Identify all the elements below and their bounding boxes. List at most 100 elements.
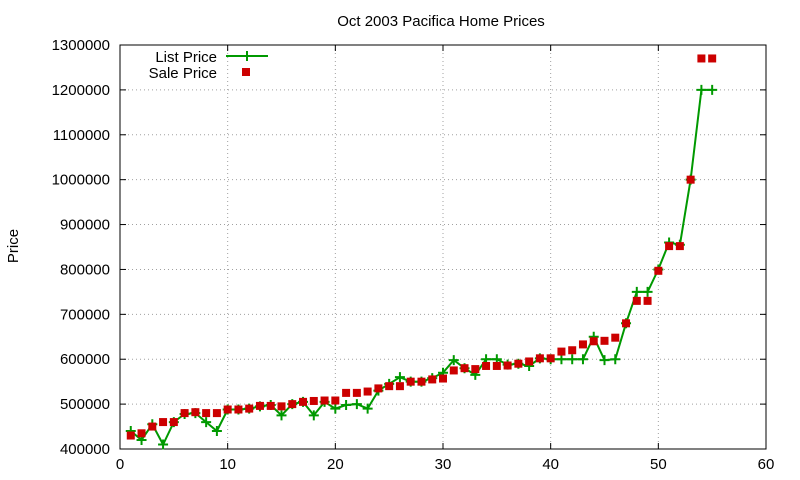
sale-price-point [632, 296, 641, 305]
sale-price-point [266, 401, 275, 410]
sale-price-point [363, 387, 372, 396]
y-tick-label: 400000 [60, 441, 110, 458]
y-tick-label: 800000 [60, 261, 110, 278]
legend-swatch-sale-price [242, 68, 250, 76]
list-price-point [631, 286, 642, 297]
sale-price-point [331, 396, 340, 405]
sale-price-point [309, 396, 318, 405]
sale-price-point [568, 346, 577, 355]
sale-price-point [600, 336, 609, 345]
series-list-price [125, 84, 718, 450]
y-tick-label: 600000 [60, 351, 110, 368]
list-price-line [130, 88, 713, 447]
sale-price-point [578, 340, 587, 349]
list-price-point [556, 354, 567, 365]
sale-price-point [622, 319, 631, 328]
list-price-point [158, 439, 169, 450]
sale-price-point [342, 388, 351, 397]
x-tick-label: 50 [650, 456, 667, 473]
sale-price-point [169, 418, 178, 427]
sale-price-point [320, 396, 329, 405]
sale-price-point [535, 354, 544, 363]
sale-price-point [299, 397, 308, 406]
list-price-point [577, 354, 588, 365]
sale-price-point [417, 377, 426, 386]
x-tick-label: 40 [542, 456, 559, 473]
sale-price-point [245, 404, 254, 413]
x-tick-label: 60 [758, 456, 775, 473]
list-price-point [201, 417, 212, 428]
sale-price-point [395, 382, 404, 391]
sale-price-point [503, 361, 512, 370]
sale-price-point [428, 375, 437, 384]
sale-price-point [159, 418, 168, 427]
list-price-point [599, 355, 610, 366]
sale-price-point [460, 364, 469, 373]
list-price-point [330, 403, 341, 414]
list-price-point [707, 84, 718, 95]
sale-price-point [234, 405, 243, 414]
list-price-point [448, 355, 459, 366]
sale-price-point [697, 54, 706, 63]
sale-price-point [406, 377, 415, 386]
list-price-point [394, 372, 405, 383]
list-price-point [362, 403, 373, 414]
legend-square-marker [242, 68, 250, 76]
list-price-point [610, 354, 621, 365]
chart-title: Oct 2003 Pacifica Home Prices [337, 13, 545, 30]
sale-price-point [589, 337, 598, 346]
list-price-point [642, 286, 653, 297]
x-axis-ticks: 0 10 20 30 40 50 60 [116, 45, 775, 473]
list-price-point [351, 399, 362, 410]
sale-price-point [708, 54, 717, 63]
sale-price-point [212, 409, 221, 418]
sale-price-point [202, 409, 211, 418]
sale-price-point [611, 333, 620, 342]
sale-price-point [352, 388, 361, 397]
sale-price-point [223, 405, 232, 414]
sale-price-point [255, 401, 264, 410]
sale-price-point [525, 357, 534, 366]
sale-price-point [654, 266, 663, 275]
sale-price-point [277, 402, 286, 411]
sale-price-point [385, 382, 394, 391]
sale-price-point [191, 408, 200, 417]
sale-price-point [675, 242, 684, 251]
legend-swatch-list-price [226, 51, 268, 61]
sale-price-point [180, 409, 189, 418]
sale-price-point [148, 422, 157, 431]
y-axis-label: Price [5, 229, 22, 263]
sale-price-point [557, 347, 566, 356]
y-tick-label: 900000 [60, 217, 110, 234]
x-tick-label: 10 [219, 456, 236, 473]
x-tick-label: 20 [327, 456, 344, 473]
sale-price-point [439, 374, 447, 383]
y-tick-label: 1200000 [52, 82, 110, 99]
sale-price-point [374, 384, 383, 393]
sale-price-point [471, 365, 480, 374]
sale-price-point [482, 361, 491, 370]
list-price-point [696, 84, 707, 95]
sale-price-point [137, 429, 146, 438]
y-axis-ticks: 400000 500000 600000 700000 800000 900000 1000… [52, 37, 766, 458]
sale-price-point [686, 175, 695, 184]
sale-price-point [546, 354, 555, 363]
y-tick-label: 1100000 [53, 127, 110, 144]
x-tick-label: 30 [435, 456, 452, 473]
sale-price-point [126, 431, 135, 440]
sale-price-point [514, 359, 523, 368]
sale-price-point [643, 296, 652, 305]
legend-plus-marker [242, 51, 252, 61]
list-price-point [567, 354, 578, 365]
y-tick-label: 700000 [60, 306, 110, 323]
series-sale-price [126, 54, 717, 440]
legend-label-sale-price: Sale Price [149, 65, 217, 82]
sale-price-point [492, 361, 501, 370]
list-price-point [276, 410, 287, 421]
list-price-point [308, 410, 319, 421]
list-price-point [211, 426, 222, 437]
x-tick-label: 0 [116, 456, 124, 473]
list-price-point [341, 400, 352, 411]
legend: List Price Sale Price [149, 49, 268, 82]
